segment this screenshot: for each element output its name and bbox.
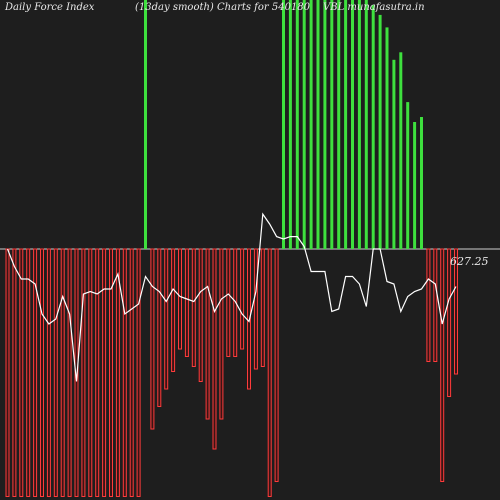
force-index-line — [6, 212, 457, 382]
bar-positive — [144, 0, 147, 249]
bar-negative — [67, 248, 72, 497]
bar-negative — [19, 248, 24, 497]
bar-negative — [157, 248, 162, 407]
bar-negative — [12, 248, 17, 497]
bar-negative — [191, 248, 196, 367]
bar-negative — [109, 248, 113, 497]
bar-negative — [88, 248, 93, 497]
bar-negative — [81, 248, 86, 497]
bar-positive — [413, 122, 417, 249]
bar-positive — [282, 0, 285, 249]
bar-positive — [392, 59, 396, 249]
bar-positive — [364, 0, 368, 249]
bar-positive — [288, 0, 292, 249]
bar-negative — [267, 248, 272, 497]
bar-positive — [309, 0, 313, 249]
bar-positive — [385, 27, 389, 250]
bar-positive — [337, 0, 341, 249]
bar-negative — [164, 248, 169, 390]
bar-negative — [60, 248, 65, 497]
bar-positive — [330, 0, 334, 249]
bar-positive — [295, 0, 299, 249]
bar-positive — [406, 102, 410, 249]
bar-negative — [115, 248, 120, 497]
bar-negative — [46, 248, 51, 497]
bar-positive — [420, 117, 423, 249]
bar-positive — [357, 0, 361, 249]
bar-negative — [102, 248, 107, 497]
bar-negative — [184, 248, 189, 357]
chart-title-mid: (13day smooth) Charts for 540180 — [135, 2, 311, 13]
bar-negative — [440, 248, 445, 482]
bar-negative — [454, 248, 458, 375]
bar-negative — [205, 248, 210, 420]
bar-negative — [447, 248, 452, 397]
chart-title-left: Daily Force Index — [5, 2, 95, 13]
bar-negative — [253, 248, 258, 370]
bar-negative — [26, 248, 31, 497]
bar-negative — [171, 248, 176, 372]
bar-negative — [219, 248, 224, 420]
bar-negative — [240, 248, 245, 350]
bar-positive — [371, 5, 375, 249]
bar-negative — [178, 248, 182, 350]
bar-negative — [198, 248, 203, 382]
bar-negative — [233, 248, 238, 357]
bar-negative — [212, 248, 217, 450]
bar-negative — [136, 248, 141, 497]
bar-negative — [260, 248, 265, 367]
bar-positive — [316, 0, 320, 249]
bar-negative — [40, 248, 44, 497]
bar-positive — [302, 0, 306, 249]
bar-negative — [74, 248, 79, 497]
bar-negative — [426, 248, 431, 362]
bar-positive — [399, 52, 403, 249]
bar-negative — [226, 248, 231, 357]
chart-title-right: VBL munafasutra.in — [323, 2, 425, 13]
bar-negative — [33, 248, 38, 497]
bar-negative — [150, 248, 155, 430]
bar-positive — [323, 0, 327, 249]
bar-negative — [129, 248, 134, 497]
bar-negative — [433, 248, 438, 362]
bar-negative — [95, 248, 100, 497]
bar-positive — [344, 0, 348, 249]
bar-positive — [378, 14, 382, 250]
bar-negative — [122, 248, 127, 497]
bar-negative — [274, 248, 279, 482]
bar-negative — [5, 248, 10, 497]
last-value-label: 627.25 — [450, 255, 489, 268]
bar-negative — [53, 248, 58, 497]
bar-positive — [351, 0, 354, 249]
